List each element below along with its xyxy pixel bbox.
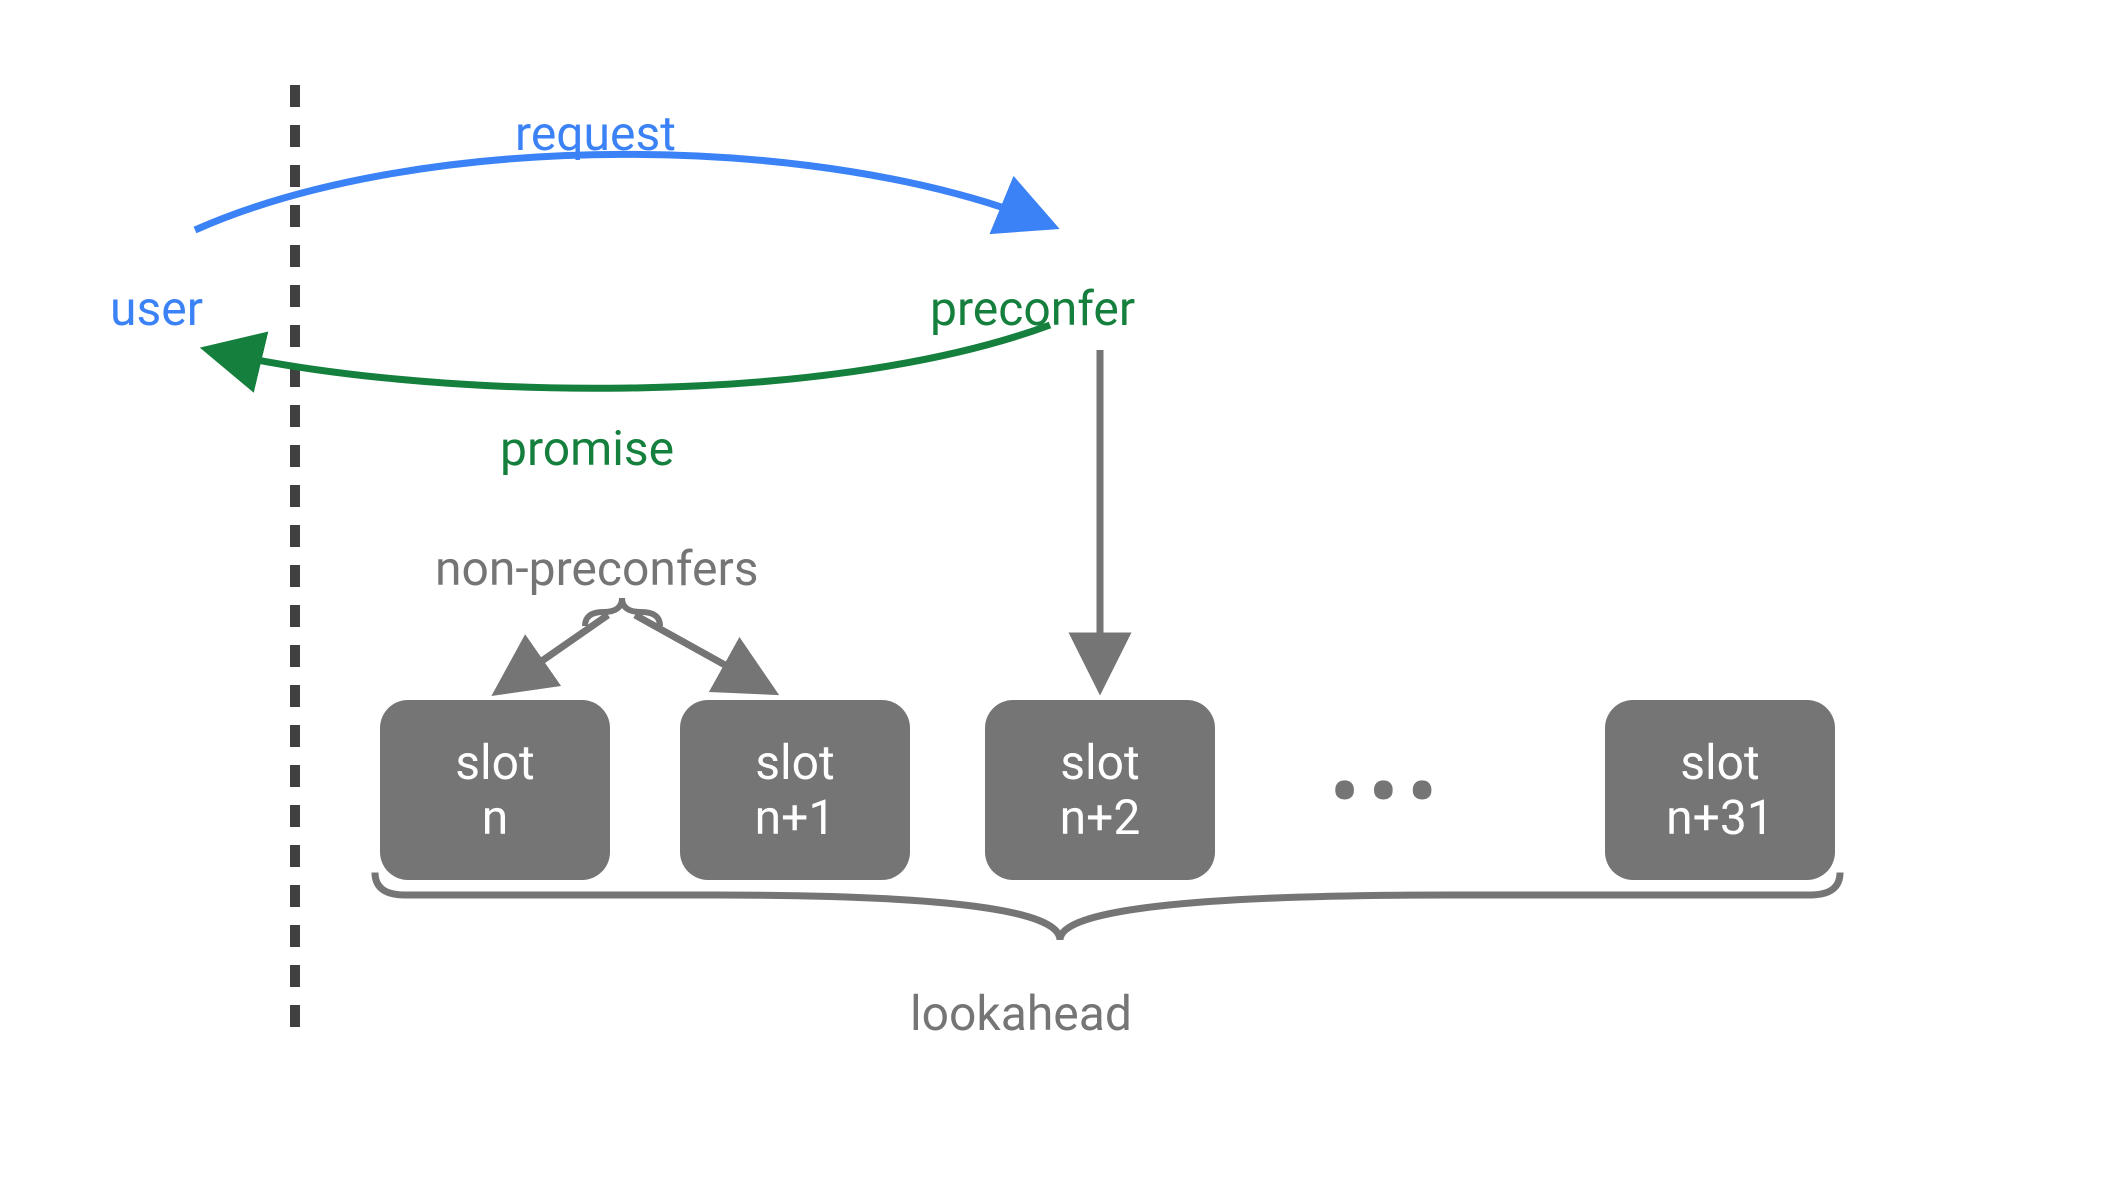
nonpreconfers-label: non-preconfers: [435, 540, 759, 598]
split-arrow-left: [500, 615, 608, 690]
slot-n-box: slotn: [380, 700, 610, 880]
preconfer-label: preconfer: [930, 280, 1135, 338]
slot-index: n+1: [755, 789, 836, 846]
slot-label: slot: [755, 734, 835, 791]
user-label: user: [110, 280, 203, 338]
promise-arrow: [210, 325, 1050, 388]
slot-n31-box: slotn+31: [1605, 700, 1835, 880]
slot-n1-box: slotn+1: [680, 700, 910, 880]
ellipsis-dots: •••: [1330, 745, 1446, 839]
split-arrow-right: [635, 615, 770, 690]
slot-index: n+31: [1666, 789, 1774, 846]
slot-label: slot: [1060, 734, 1140, 791]
slot-label: slot: [1680, 734, 1760, 791]
promise-label: promise: [500, 420, 674, 478]
slot-label: slot: [455, 734, 535, 791]
lookahead-brace: [375, 873, 1840, 941]
request-label: request: [515, 105, 676, 163]
slot-index: n: [482, 789, 509, 846]
preconfer-diagram: user preconfer request promise non-preco…: [0, 0, 2110, 1184]
slot-index: n+2: [1060, 789, 1141, 846]
lookahead-label: lookahead: [910, 985, 1132, 1043]
slot-n2-box: slotn+2: [985, 700, 1215, 880]
request-arrow: [195, 154, 1050, 230]
